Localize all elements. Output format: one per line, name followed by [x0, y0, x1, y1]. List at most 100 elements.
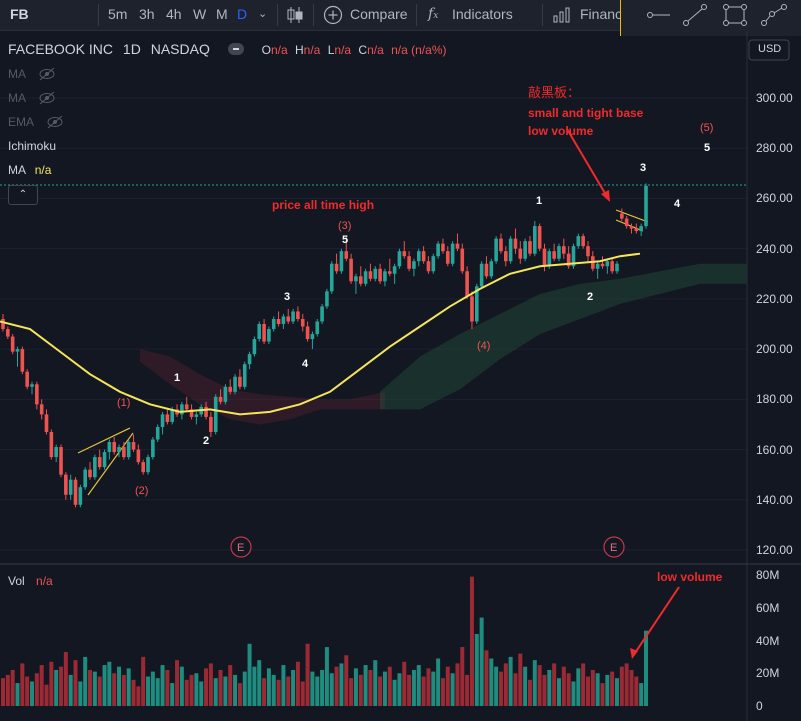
- horizontal-ray-tool-icon[interactable]: [645, 6, 671, 24]
- candle: [257, 321, 262, 342]
- candle: [634, 223, 639, 234]
- candle-body: [238, 376, 242, 387]
- candle: [165, 409, 170, 425]
- indicator-ma-1[interactable]: MA: [8, 66, 55, 82]
- indicator-ma-active[interactable]: MA n/a: [8, 163, 52, 177]
- trend-line-tool-icon[interactable]: [682, 3, 708, 27]
- volume-bar: [305, 643, 310, 706]
- volume-bar: [585, 676, 590, 706]
- interval-dropdown-chevron-icon[interactable]: ⌄: [258, 8, 268, 20]
- collapse-legend-toggle[interactable]: [227, 43, 244, 55]
- currency-badge[interactable]: [748, 39, 790, 61]
- candle-body: [523, 241, 527, 259]
- volume-bar: [68, 674, 73, 706]
- volume-bar: [78, 681, 83, 706]
- cloud-bullish: [380, 263, 747, 410]
- candle: [59, 444, 63, 478]
- candle-body: [247, 354, 252, 365]
- indicator-ma-2[interactable]: MA: [8, 90, 55, 106]
- candle-body: [547, 251, 552, 267]
- volume-bar: [590, 669, 595, 706]
- candle-body: [615, 263, 619, 272]
- volume-bar: [155, 678, 160, 706]
- candle-body: [30, 384, 34, 387]
- candle: [402, 241, 407, 259]
- candles-chart-type-icon[interactable]: [286, 5, 304, 25]
- candle: [73, 477, 78, 508]
- volume-bar: [34, 673, 39, 706]
- candle: [281, 313, 286, 330]
- volume-bar: [257, 660, 262, 706]
- currency-label[interactable]: USD: [758, 43, 782, 55]
- volume-bar: [619, 666, 624, 706]
- financials-bar-icon[interactable]: [553, 7, 571, 23]
- candle-body: [344, 251, 349, 259]
- candle: [537, 223, 542, 252]
- volume-bar: [146, 676, 151, 706]
- candle-body: [484, 263, 489, 277]
- volume-bar: [150, 671, 155, 706]
- candle-body: [315, 321, 320, 335]
- candle-body: [368, 271, 373, 279]
- volume-bar: [15, 683, 20, 706]
- symbol-name: FACEBOOK INC: [8, 41, 114, 57]
- indicators-button[interactable]: Indicators: [452, 6, 513, 22]
- candle: [421, 246, 426, 264]
- toolbar-divider: [542, 4, 543, 26]
- hidden-eye-icon[interactable]: [38, 67, 56, 81]
- candle-body: [194, 414, 199, 417]
- indicators-fx-icon[interactable]: fx: [428, 6, 439, 22]
- candle: [407, 251, 411, 272]
- volume-bar: [547, 669, 552, 706]
- collapse-indicators-chevron-up-icon[interactable]: ⌃: [8, 185, 38, 205]
- indicator-ema[interactable]: EMA: [8, 114, 63, 130]
- hidden-eye-icon[interactable]: [46, 115, 64, 129]
- indicator-ichimoku[interactable]: Ichimoku: [8, 139, 57, 153]
- interval-3h-button[interactable]: 3h: [139, 6, 155, 22]
- volume-value: n/a: [36, 574, 53, 588]
- candle-body: [325, 291, 329, 307]
- volume-bar: [320, 669, 325, 706]
- volume-bar: [489, 658, 494, 706]
- volume-bar: [363, 665, 368, 706]
- volume-bar: [20, 663, 25, 706]
- candle-body: [126, 442, 131, 458]
- earnings-marker[interactable]: [603, 536, 625, 558]
- compare-plus-icon[interactable]: [323, 5, 343, 25]
- price-tick-label: 180.00: [756, 392, 793, 407]
- volume-bar: [247, 643, 252, 706]
- candle: [431, 253, 436, 274]
- chart-canvas[interactable]: [0, 31, 801, 721]
- candle-body: [155, 426, 160, 440]
- candle-body: [165, 414, 170, 422]
- rectangle-tool-icon[interactable]: [722, 3, 748, 27]
- volume-bar: [59, 666, 64, 706]
- interval-day-button[interactable]: D: [237, 6, 248, 22]
- volume-bar: [83, 656, 88, 706]
- volume-bar: [204, 668, 209, 706]
- candle: [441, 238, 445, 254]
- volume-bar: [378, 676, 383, 706]
- interval-5m-button[interactable]: 5m: [108, 6, 128, 22]
- volume-bar: [595, 673, 600, 706]
- financials-button[interactable]: Financ: [580, 6, 623, 22]
- candle-body: [416, 251, 421, 262]
- candle-body: [533, 226, 537, 254]
- moving-average-line: [0, 252, 641, 416]
- interval-month-button[interactable]: M: [216, 6, 228, 22]
- symbol-search-button[interactable]: FB: [10, 6, 29, 22]
- compare-button[interactable]: Compare: [350, 6, 408, 22]
- interval-week-button[interactable]: W: [193, 6, 207, 22]
- hidden-eye-icon[interactable]: [38, 91, 56, 105]
- candle: [44, 409, 49, 435]
- volume-bar: [30, 681, 35, 706]
- volume-bar: [136, 686, 141, 706]
- volume-bar: [426, 668, 431, 706]
- interval-4h-button[interactable]: 4h: [166, 6, 182, 22]
- price-grid: [0, 97, 747, 551]
- earnings-marker[interactable]: [230, 536, 252, 558]
- candle: [562, 238, 566, 259]
- path-tool-icon[interactable]: [760, 3, 788, 27]
- candle-body: [267, 329, 271, 342]
- price-tick-label: 140.00: [756, 492, 793, 507]
